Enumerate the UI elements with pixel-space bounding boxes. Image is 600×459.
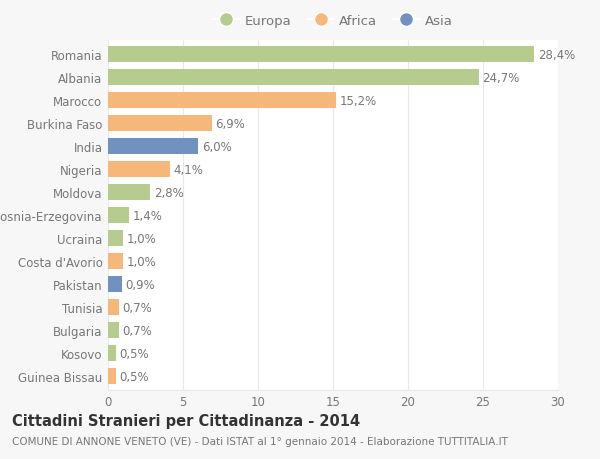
Text: 2,8%: 2,8%	[154, 186, 184, 199]
Bar	[108, 277, 121, 292]
Text: 15,2%: 15,2%	[340, 95, 377, 107]
Text: COMUNE DI ANNONE VENETO (VE) - Dati ISTAT al 1° gennaio 2014 - Elaborazione TUTT: COMUNE DI ANNONE VENETO (VE) - Dati ISTA…	[12, 436, 508, 446]
Bar	[108, 185, 150, 201]
Bar	[108, 208, 129, 224]
Text: 1,4%: 1,4%	[133, 209, 163, 222]
Legend: Europa, Africa, Asia: Europa, Africa, Asia	[213, 15, 453, 28]
Bar	[108, 162, 170, 178]
Text: 0,9%: 0,9%	[125, 278, 155, 291]
Text: 0,5%: 0,5%	[119, 370, 149, 383]
Text: 0,7%: 0,7%	[122, 301, 152, 314]
Bar	[108, 369, 115, 384]
Bar	[108, 254, 123, 269]
Text: 1,0%: 1,0%	[127, 255, 157, 268]
Text: 1,0%: 1,0%	[127, 232, 157, 245]
Bar	[108, 47, 534, 63]
Text: 28,4%: 28,4%	[538, 49, 575, 62]
Bar	[108, 231, 123, 246]
Bar	[108, 323, 119, 338]
Text: 6,9%: 6,9%	[215, 118, 245, 130]
Bar	[108, 70, 479, 86]
Text: Cittadini Stranieri per Cittadinanza - 2014: Cittadini Stranieri per Cittadinanza - 2…	[12, 413, 360, 428]
Text: 0,7%: 0,7%	[122, 324, 152, 337]
Bar	[108, 116, 212, 132]
Text: 0,5%: 0,5%	[119, 347, 149, 360]
Text: 4,1%: 4,1%	[173, 163, 203, 176]
Bar	[108, 346, 115, 361]
Bar	[108, 93, 336, 109]
Bar	[108, 139, 198, 155]
Text: 6,0%: 6,0%	[202, 140, 232, 153]
Text: 24,7%: 24,7%	[482, 72, 520, 84]
Bar	[108, 300, 119, 315]
